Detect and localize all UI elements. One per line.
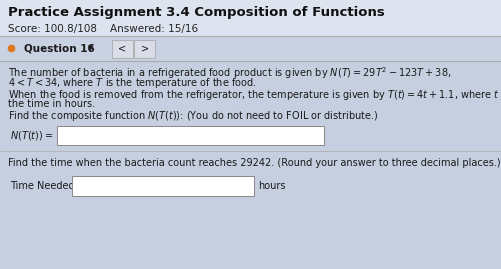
Text: >: > [141, 43, 149, 54]
Text: Find the composite function $N(T(t))$: (You do not need to FOIL or distribute.): Find the composite function $N(T(t))$: (… [8, 109, 378, 123]
Text: hours: hours [258, 180, 286, 191]
Text: the time in hours.: the time in hours. [8, 99, 95, 109]
Text: Time Needed =: Time Needed = [10, 180, 86, 191]
FancyBboxPatch shape [112, 40, 133, 58]
FancyBboxPatch shape [0, 0, 501, 36]
Text: When the food is removed from the refrigerator, the temperature is given by $T(t: When the food is removed from the refrig… [8, 88, 501, 102]
Text: $4 < T < 34$, where $T$ is the temperature of the food.: $4 < T < 34$, where $T$ is the temperatu… [8, 76, 257, 90]
Text: Practice Assignment 3.4 Composition of Functions: Practice Assignment 3.4 Composition of F… [8, 6, 384, 19]
FancyBboxPatch shape [134, 40, 155, 58]
Text: Find the time when the bacteria count reaches 29242. (Round your answer to three: Find the time when the bacteria count re… [8, 158, 500, 168]
FancyBboxPatch shape [0, 36, 501, 61]
FancyBboxPatch shape [57, 126, 324, 145]
Text: <: < [118, 43, 126, 54]
Text: $N(T(t)) =$: $N(T(t)) =$ [10, 129, 53, 142]
Text: Score: 100.8/108    Answered: 15/16: Score: 100.8/108 Answered: 15/16 [8, 24, 197, 34]
Text: ▼: ▼ [88, 45, 93, 51]
FancyBboxPatch shape [72, 176, 254, 196]
Text: Question 16: Question 16 [24, 43, 95, 54]
Text: The number of bacteria in a refrigerated food product is given by $N(T) = 29T^2 : The number of bacteria in a refrigerated… [8, 65, 451, 81]
